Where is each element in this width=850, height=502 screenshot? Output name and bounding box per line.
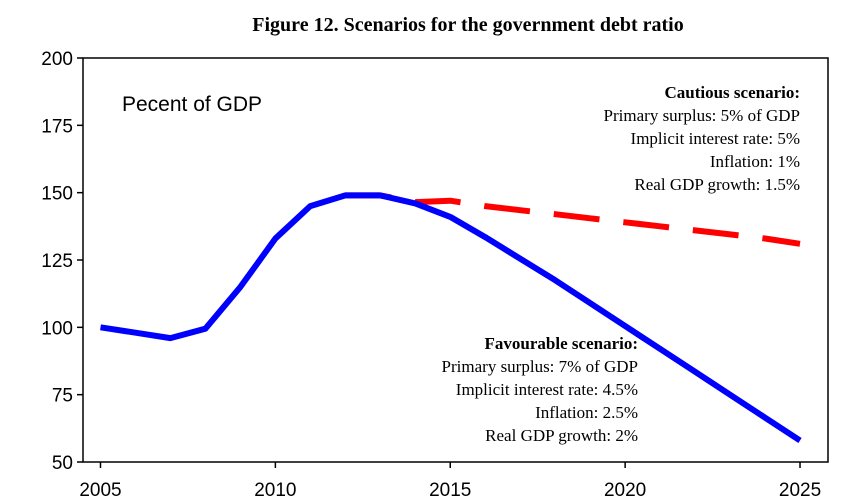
x-tick-label: 2005: [79, 480, 121, 501]
favourable-line-3: Inflation: 2.5%: [535, 403, 638, 422]
cautious-series-line: [345, 192, 801, 247]
cautious-line-4: Real GDP growth: 1.5%: [634, 175, 800, 194]
x-tick-label: 2020: [604, 480, 646, 501]
cautious-annotation: Cautious scenario: Primary surplus: 5% o…: [604, 83, 800, 194]
favourable-heading: Favourable scenario:: [485, 334, 638, 353]
favourable-annotation: Favourable scenario: Primary surplus: 7%…: [442, 334, 638, 445]
cautious-heading: Cautious scenario:: [664, 83, 800, 102]
y-tick-label: 125: [41, 251, 73, 272]
x-tick-label: 2010: [254, 480, 296, 501]
cautious-line-3: Inflation: 1%: [710, 152, 800, 171]
y-tick-label: 200: [41, 49, 73, 70]
favourable-line-1: Primary surplus: 7% of GDP: [442, 357, 638, 376]
favourable-line-2: Implicit interest rate: 4.5%: [456, 380, 638, 399]
cautious-line-1: Primary surplus: 5% of GDP: [604, 106, 800, 125]
chart-title: Figure 12. Scenarios for the government …: [252, 14, 683, 36]
y-tick-label: 175: [41, 116, 73, 137]
x-tick-label: 2025: [779, 480, 821, 501]
y-tick-label: 100: [41, 318, 73, 339]
unit-label: Pecent of GDP: [122, 93, 262, 116]
y-tick-label: 50: [52, 453, 73, 474]
x-axis: 2005 2010 2015 2020 2025: [79, 462, 821, 501]
series-layer: [100, 192, 802, 444]
cautious-line-2: Implicit interest rate: 5%: [631, 129, 800, 148]
y-tick-label: 75: [52, 386, 73, 407]
favourable-series-line: [100, 192, 802, 444]
y-axis: 50 75 100 125 150 175 200: [41, 49, 83, 474]
x-tick-label: 2015: [429, 480, 471, 501]
favourable-line-4: Real GDP growth: 2%: [485, 426, 638, 445]
y-tick-label: 150: [41, 184, 73, 205]
